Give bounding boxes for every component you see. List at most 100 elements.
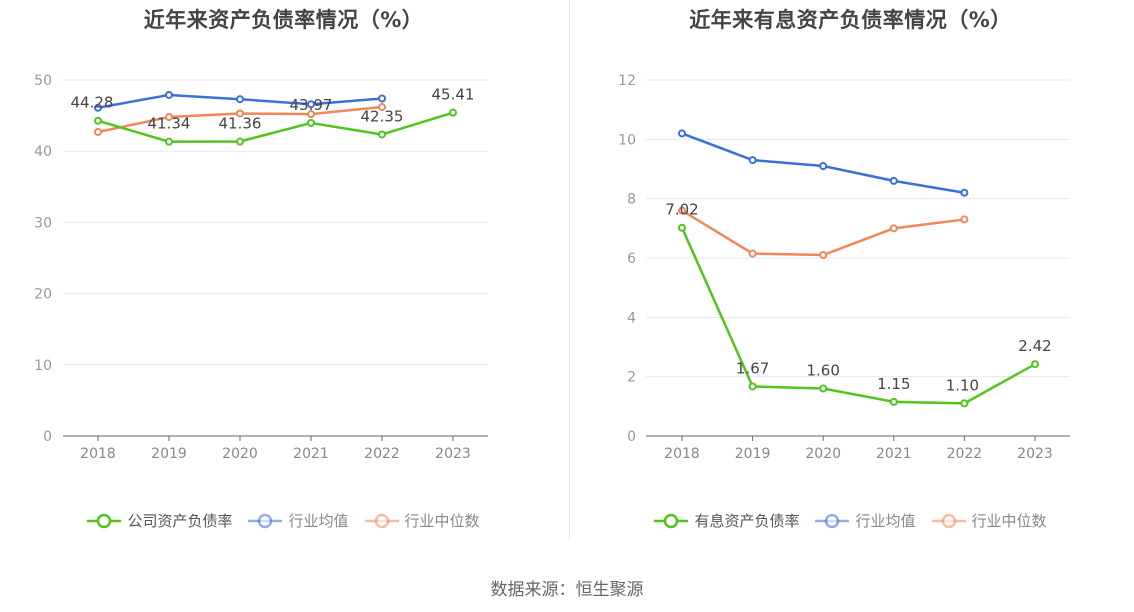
legend-marker-icon xyxy=(931,513,966,528)
data-point xyxy=(960,188,969,197)
chart-legend: 公司资产负债率 行业均值 行业中位数 xyxy=(0,510,567,531)
data-point xyxy=(819,384,828,393)
data-point xyxy=(94,127,102,136)
data-label: 1.15 xyxy=(877,375,910,393)
y-tick-label: 2 xyxy=(627,370,636,386)
data-point xyxy=(819,251,828,260)
data-point xyxy=(236,95,244,104)
y-tick-label: 12 xyxy=(618,73,636,89)
x-tick-label: 2018 xyxy=(664,446,700,462)
data-point xyxy=(960,215,969,224)
y-tick-label: 8 xyxy=(627,192,636,208)
data-label: 45.41 xyxy=(432,86,475,104)
y-tick-label: 10 xyxy=(34,358,52,374)
legend-item[interactable]: 行业均值 xyxy=(248,510,349,531)
legend-label: 行业中位数 xyxy=(404,512,480,530)
legend-item[interactable]: 公司资产负债率 xyxy=(87,510,232,531)
x-tick-label: 2023 xyxy=(435,446,471,462)
x-tick-label: 2022 xyxy=(947,446,983,462)
x-tick-label: 2020 xyxy=(805,446,841,462)
data-point xyxy=(678,206,686,215)
legend-marker-icon xyxy=(248,513,283,528)
data-point xyxy=(378,94,386,103)
data-label: 1.60 xyxy=(806,362,839,380)
data-point xyxy=(889,224,898,233)
data-point xyxy=(748,382,757,391)
data-label: 7.02 xyxy=(665,201,698,219)
data-point xyxy=(1031,360,1039,369)
chart-panel-interest-debt-ratio: 近年来有息资产负债率情况（%） 0 2 4 6 8 10 12 2018 2019 2020 202… xyxy=(567,0,1134,612)
data-point xyxy=(378,130,386,139)
chart-plot-debt-ratio: 0 10 20 30 40 50 2018 2019 2020 2021 2022 2023 44.28… xyxy=(34,73,488,462)
data-label: 43.97 xyxy=(290,96,333,114)
x-tick-label: 2019 xyxy=(735,446,771,462)
y-tick-label: 4 xyxy=(627,310,636,326)
data-label: 44.28 xyxy=(71,94,114,112)
x-tick-label: 2023 xyxy=(1017,446,1053,462)
series-line xyxy=(681,209,965,257)
legend-item[interactable]: 有息资产负债率 xyxy=(654,510,799,531)
chart-title: 近年来资产负债率情况（%） xyxy=(143,8,424,32)
y-tick-label: 40 xyxy=(34,144,52,160)
data-source-note: 数据来源：恒生聚源 xyxy=(490,580,644,600)
data-point xyxy=(378,103,386,112)
x-tick-label: 2021 xyxy=(293,446,329,462)
chart-plot-interest-debt-ratio: 0 2 4 6 8 10 12 2018 2019 2020 2021 2022 2023 7.02 1.6… xyxy=(618,73,1070,462)
y-tick-label: 0 xyxy=(627,429,636,445)
x-tick-label: 2021 xyxy=(876,446,912,462)
x-tick-label: 2018 xyxy=(80,446,116,462)
series-line xyxy=(97,111,454,143)
data-point xyxy=(960,399,969,408)
data-point xyxy=(748,156,757,165)
legend-marker-icon xyxy=(364,513,399,528)
chart-legend: 有息资产负债率 行业均值 行业中位数 xyxy=(567,510,1134,531)
chart-title: 近年来有息资产负债率情况（%） xyxy=(689,8,1012,32)
data-point xyxy=(236,137,244,146)
data-point xyxy=(307,110,315,119)
y-tick-label: 0 xyxy=(43,429,52,445)
legend-marker-icon xyxy=(815,513,850,528)
data-point xyxy=(889,397,898,406)
legend-marker-icon xyxy=(87,513,122,528)
data-point xyxy=(94,103,102,112)
data-point xyxy=(307,100,315,109)
y-tick-label: 10 xyxy=(618,132,636,148)
data-label: 41.36 xyxy=(219,115,262,133)
legend-label: 公司资产负债率 xyxy=(127,512,233,530)
panel-divider xyxy=(569,0,570,540)
legend-label: 行业中位数 xyxy=(971,512,1047,530)
y-tick-label: 30 xyxy=(34,215,52,231)
data-point xyxy=(678,129,686,138)
x-tick-label: 2020 xyxy=(222,446,258,462)
data-point xyxy=(236,109,244,118)
data-label: 41.34 xyxy=(148,115,191,133)
data-label: 42.35 xyxy=(361,107,404,125)
legend-label: 行业均值 xyxy=(288,512,349,530)
chart-panel-debt-ratio: 近年来资产负债率情况（%） 0 10 20 30 40 50 2018 2019 2020 202… xyxy=(0,8,567,531)
data-point xyxy=(889,176,898,185)
data-point xyxy=(165,90,173,99)
data-label: 1.10 xyxy=(946,376,979,394)
series-line xyxy=(680,227,1036,405)
legend-label: 行业均值 xyxy=(855,512,916,530)
data-point xyxy=(307,118,315,127)
legend-item[interactable]: 行业中位数 xyxy=(931,510,1047,531)
y-tick-label: 6 xyxy=(627,251,636,267)
data-point xyxy=(748,249,757,258)
data-point xyxy=(165,113,173,122)
legend-item[interactable]: 行业中位数 xyxy=(364,510,480,531)
data-label: 1.67 xyxy=(736,359,769,377)
y-tick-label: 20 xyxy=(34,287,52,303)
data-point xyxy=(94,116,102,125)
data-point xyxy=(678,223,686,232)
legend-label: 有息资产负债率 xyxy=(694,512,800,530)
x-tick-label: 2019 xyxy=(151,446,187,462)
y-tick-label: 50 xyxy=(34,73,52,89)
x-tick-label: 2022 xyxy=(364,446,400,462)
legend-marker-icon xyxy=(654,513,689,528)
legend-item[interactable]: 行业均值 xyxy=(815,510,916,531)
data-point xyxy=(819,162,828,171)
data-point xyxy=(165,137,173,146)
data-point xyxy=(449,108,457,117)
data-label: 2.42 xyxy=(1018,337,1051,355)
